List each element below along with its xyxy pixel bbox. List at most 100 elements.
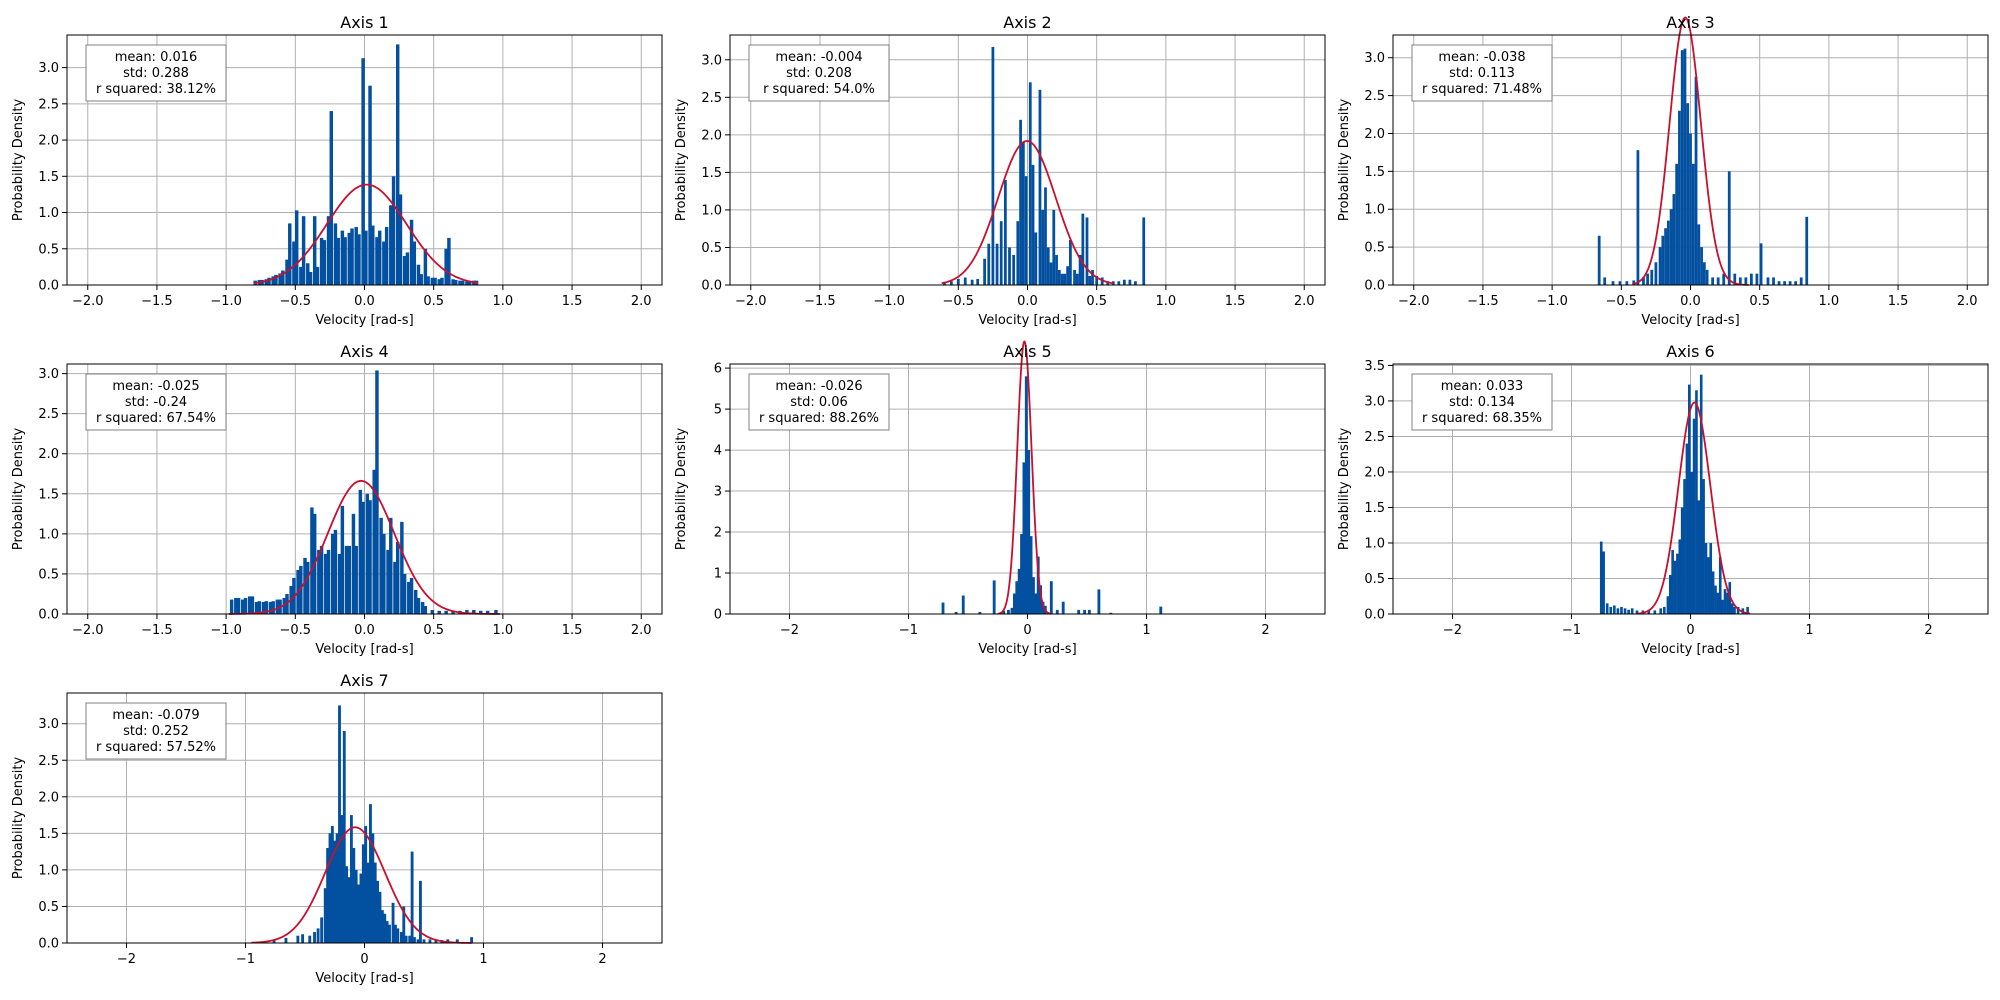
x-tick-label: 0 [1023,623,1031,638]
histogram-bar [271,276,275,285]
histogram-bar [241,599,245,614]
histogram-bar [1688,384,1691,614]
histogram-bar [357,234,361,285]
histogram-bar [1046,247,1050,285]
histogram-bar [391,902,395,943]
histogram-bar [408,935,412,943]
histogram-bar [347,877,351,943]
histogram-bar [324,553,328,614]
histogram-bar [264,279,268,285]
normal-fit-curve [1636,401,1751,615]
histogram-bar [963,277,967,285]
histogram-bar [1038,89,1042,285]
histogram-bar [1085,217,1089,285]
histogram-bar [978,611,982,614]
y-tick-label: 0.5 [38,900,59,915]
x-tick-label: −1.0 [1536,294,1568,309]
y-tick-label: 2 [714,526,722,541]
histogram-bar [1087,609,1091,614]
y-tick-label: 3 [714,485,722,500]
histogram-bar [413,589,418,614]
histogram-bar [956,278,960,285]
histogram-bar [1630,608,1634,614]
histogram-bar [1653,610,1657,614]
histogram-bar [1078,254,1082,285]
x-tick-label: 1 [479,952,487,967]
histogram-bar [315,266,320,285]
x-tick-label: −1.0 [873,294,905,309]
histogram-bar [301,216,306,285]
x-tick-label: 0.0 [354,623,375,638]
histogram-bar [326,216,331,285]
y-tick-label: 0.5 [38,242,59,257]
histogram-bar [1635,610,1639,614]
histogram-bar [379,517,383,614]
histogram-bar [1664,228,1667,285]
x-tick-label: 1.5 [1888,294,1909,309]
histogram-bar [383,913,387,943]
y-tick-label: 2.5 [1364,89,1385,104]
histogram-bar [1718,557,1722,614]
histogram-bar [1697,500,1701,614]
histogram-bar [1073,269,1076,285]
histogram-bar [364,230,368,285]
y-axis-label: Probability Density [674,99,689,222]
histogram-bar [1685,443,1689,614]
histogram-bars [943,47,1146,286]
histogram-bar [1744,277,1748,285]
histogram-bar [1694,76,1698,286]
x-tick-label: 1.0 [493,623,514,638]
histogram-bar [941,602,945,614]
histogram-bar [1027,450,1031,614]
y-tick-label: 6 [714,362,722,377]
histogram-bar [268,601,273,614]
histogram-bar [943,282,946,285]
histogram-bar [358,489,363,614]
x-tick-label: 1 [1805,623,1813,638]
histogram-bar [444,248,448,285]
histogram-bar [1625,281,1629,285]
histogram-bar [1686,103,1690,285]
histogram-bar [1602,551,1605,614]
histogram-bar [395,44,400,285]
histogram-bar [1692,418,1696,614]
histogram-bar [364,826,368,943]
histogram-bar [351,513,356,614]
y-tick-label: 0.5 [1364,572,1385,587]
x-tick-label: −1.5 [141,294,173,309]
histogram-bar [1024,376,1028,614]
y-tick-label: 1.0 [1364,536,1385,551]
histogram-bar [357,884,360,943]
x-axis-label: Velocity [rad-s] [1641,313,1739,328]
histogram-bar [1669,209,1673,285]
histogram-bar [320,917,324,943]
y-tick-label: 3.0 [1364,51,1385,66]
normal-fit-curve [997,340,1052,615]
y-axis-label: Probability Density [1337,428,1352,551]
stats-line: r squared: 68.35% [1422,411,1542,426]
histogram-bar [1134,281,1137,285]
histogram-bar [384,227,389,285]
histogram-bar [1704,542,1708,614]
x-tick-label: −2.0 [735,294,767,309]
histogram-bar [1702,262,1706,285]
histogram-bar [1627,609,1630,614]
stats-line: std: 0.113 [1449,66,1515,81]
stats-box [748,373,890,431]
histogram-bar [400,521,404,614]
histogram-bar [326,549,331,614]
histogram-bar [382,241,386,285]
histogram-bar [440,277,444,285]
histogram-bar [1671,550,1674,614]
histogram-bar [402,573,407,614]
histogram-bar [416,597,421,614]
histogram-bar [386,549,390,614]
histogram-bar [412,241,417,285]
histogram-bar [330,533,335,614]
y-tick-label: 0 [714,608,722,623]
y-tick-label: 2.0 [1364,127,1385,142]
y-tick-label: 2.5 [701,91,722,106]
histogram-bar [1142,217,1146,285]
histogram-bar [416,264,421,285]
histogram-bar [1661,235,1665,285]
